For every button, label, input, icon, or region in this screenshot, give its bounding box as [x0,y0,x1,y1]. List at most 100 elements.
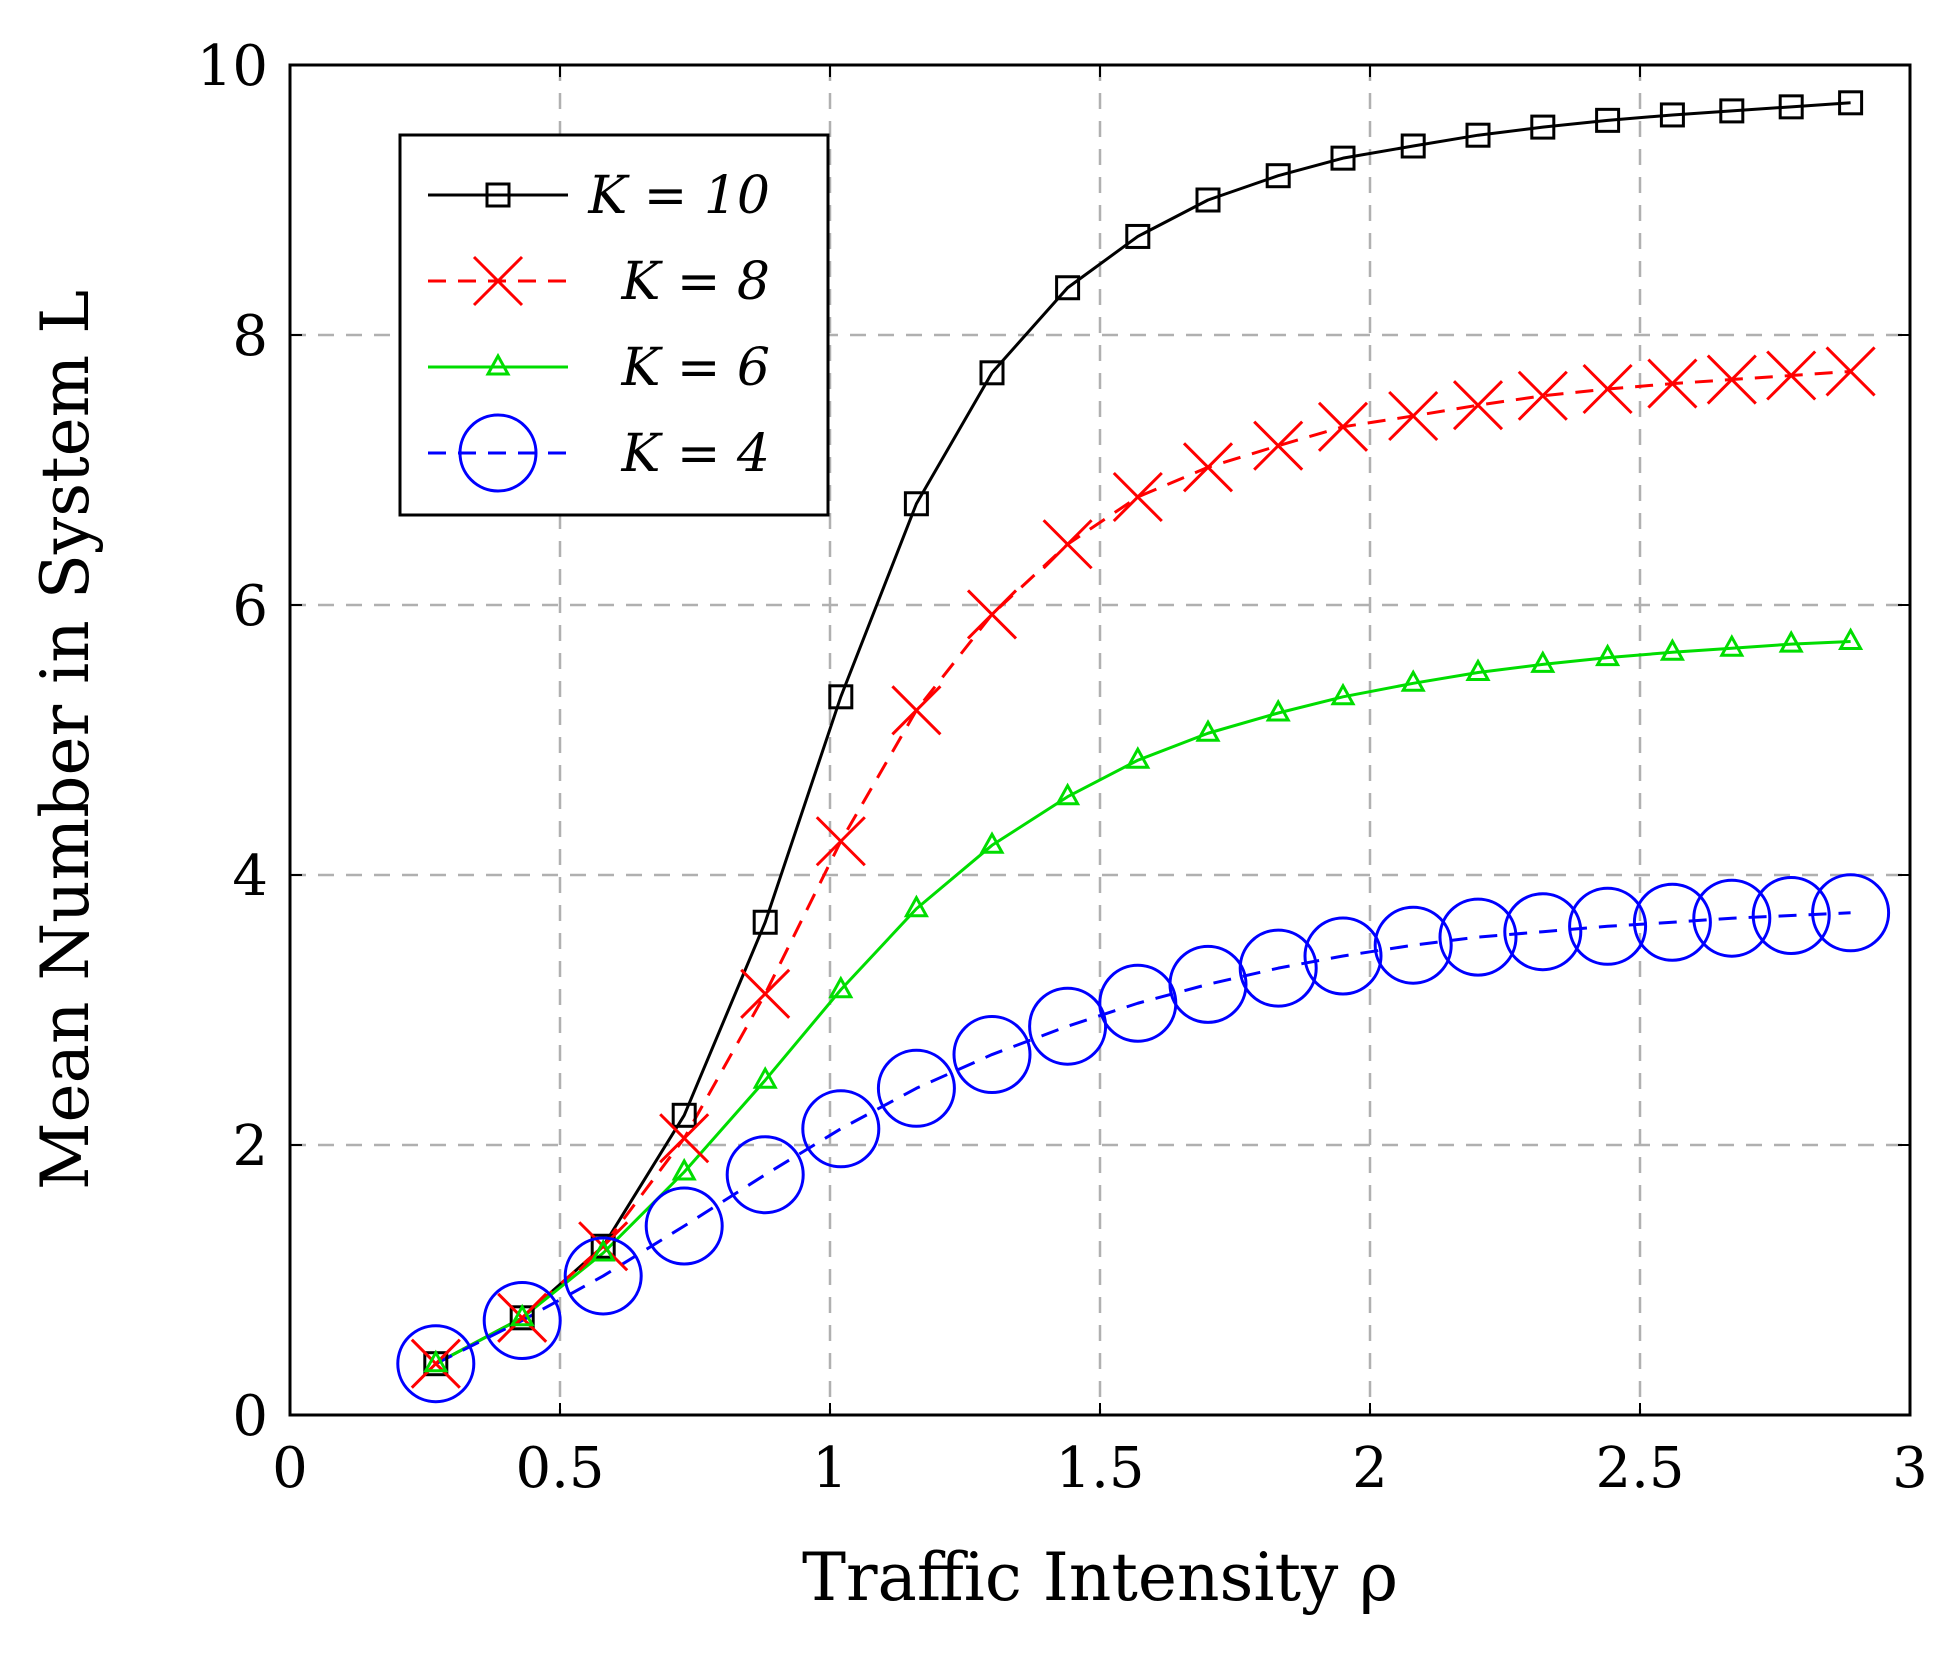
data-point-k-8 [1517,370,1568,421]
data-point-k-6 [590,1238,616,1262]
data-point-k-4 [1168,944,1248,1024]
data-point-k-10 [752,909,778,935]
data-point-k-4 [1751,876,1831,955]
legend-marker-k-4 [458,413,538,493]
data-point-k-4 [1503,892,1583,972]
x-tick-label: 2 [1352,1436,1388,1501]
data-point-k-8 [966,589,1018,640]
cross-stroke [1388,390,1439,442]
data-point-k-8 [1766,350,1817,401]
data-point-k-6 [1530,650,1556,673]
data-point-k-6 [423,1349,449,1373]
data-point-k-4 [1692,878,1772,958]
data-point-k-6 [1125,746,1151,769]
data-point-k-6 [979,831,1005,854]
data-point-k-6 [1465,658,1491,681]
data-point-k-10 [1195,187,1221,213]
data-point-k-6 [1778,630,1804,653]
cross-stroke [1452,380,1504,431]
x-tick-label: 2.5 [1595,1436,1684,1501]
cross-stroke [1517,370,1568,421]
data-point-k-10 [1530,114,1556,140]
data-point-k-10 [1125,223,1151,249]
x-tick-label: 0 [272,1436,308,1501]
legend-label-k-10: K = 10 [587,166,770,226]
cross-stroke [1647,358,1698,409]
data-point-k-10 [1778,94,1804,120]
data-point-k-6 [752,1066,778,1089]
data-point-k-8 [891,685,942,736]
data-point-k-6 [1055,782,1081,806]
data-point-k-10 [828,684,854,710]
data-point-k-10 [1265,163,1291,189]
data-point-k-4 [1632,882,1712,962]
data-point-k-10 [1595,107,1621,133]
data-point-k-10 [1719,98,1745,124]
data-point-k-10 [590,1233,616,1259]
data-point-k-4 [396,1324,476,1404]
data-point-k-10 [1465,122,1491,148]
legend-label-k-8: K = 8 [620,252,770,312]
data-point-k-4 [1438,897,1518,977]
data-point-k-4 [644,1186,724,1266]
data-point-k-6 [903,894,929,918]
cross-stroke [1582,363,1633,415]
cross-stroke [740,968,791,1019]
data-point-k-8 [1706,354,1757,405]
x-tick-label: 3 [1892,1436,1928,1501]
x-axis-title: Traffic Intensity ρ [802,1539,1398,1616]
data-point-k-4 [801,1089,881,1169]
cross-stroke [891,685,942,736]
series-markers [396,90,1891,1404]
data-point-k-6 [1330,682,1356,706]
data-point-k-8 [1582,363,1633,415]
data-point-k-8 [1388,390,1439,442]
cross-stroke [1042,519,1093,570]
cross-stroke [1253,420,1304,471]
tick-labels: 0 0.5 1 1.5 2 2.5 3 0 2 4 6 8 10 [197,34,1928,1501]
axis-ticks [289,64,1911,1416]
cross-stroke [1317,401,1369,452]
y-tick-label: 8 [232,304,268,369]
cross-stroke [1706,354,1757,405]
data-point-k-6 [1659,638,1685,661]
data-point-k-6 [671,1157,697,1181]
legend-label-k-6: K = 6 [620,338,770,398]
legend-label-k-4: K = 4 [620,424,770,484]
y-axis-title: Mean Number in System L [27,290,104,1190]
y-tick-label: 0 [232,1384,268,1449]
data-point-k-8 [1825,346,1876,397]
data-point-k-6 [1595,643,1621,667]
data-point-k-4 [1568,886,1648,966]
y-tick-label: 4 [232,844,268,909]
data-point-k-6 [1195,719,1221,742]
series-line-k-10 [435,101,1851,1366]
cross-stroke [966,589,1018,640]
data-point-k-10 [903,491,929,517]
legend-marker-k-10 [485,182,511,208]
cross-stroke [1766,350,1817,401]
cross-stroke [1825,346,1876,397]
data-point-k-4 [725,1135,805,1215]
series-line-k-6 [435,639,1851,1366]
data-point-k-10 [671,1102,697,1128]
data-point-k-8 [1253,420,1304,471]
grid-lines [290,65,1910,1415]
cross-stroke [578,1221,629,1272]
data-point-k-10 [1838,90,1864,116]
data-point-k-8 [659,1113,710,1164]
legend: K = 10 K = 8 K = 6 K = 4 [398,133,830,517]
data-point-k-10 [1659,102,1685,128]
data-point-k-4 [876,1048,956,1128]
cross-stroke [1112,471,1163,523]
data-point-k-8 [578,1221,629,1272]
legend-marker-k-6 [485,352,511,376]
x-tick-label: 1 [812,1436,848,1501]
x-tick-label: 0.5 [515,1436,604,1501]
data-point-k-10 [1055,275,1081,301]
data-point-k-6 [1838,627,1864,650]
legend-marker-k-8 [472,255,524,307]
data-point-k-8 [1042,519,1093,570]
cross-stroke [472,255,524,307]
